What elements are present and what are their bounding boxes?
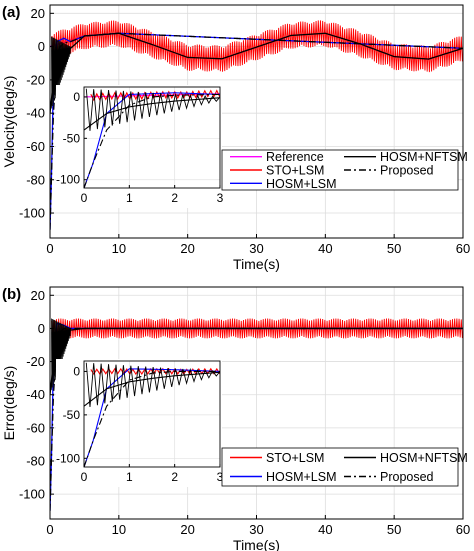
inset-x-tick-label: 3 <box>217 191 224 205</box>
x-tick-label: 40 <box>318 522 332 537</box>
inset-y-tick-label: -100 <box>56 451 80 465</box>
inset-x-tick-label: 2 <box>171 191 178 205</box>
inset-x-tick-label: 3 <box>217 470 224 484</box>
inset-chart: 0 1 2 3 0 -50 -100 <box>56 359 224 487</box>
inset-x-tick-label: 1 <box>126 470 133 484</box>
inset-series-line-proposed <box>84 93 220 188</box>
y-tick-label: -20 <box>26 72 45 87</box>
y-tick-label: -100 <box>19 487 45 502</box>
x-tick-label: 20 <box>180 522 194 537</box>
legend-label: HOSM+LSM <box>266 177 337 191</box>
legend-label: Reference <box>266 150 324 164</box>
y-tick-label: -20 <box>26 354 45 369</box>
y-tick-label: -100 <box>19 206 45 221</box>
inset-x-tick-label: 0 <box>81 191 88 205</box>
inset-axes-box <box>83 360 221 468</box>
panel-label: (a) <box>2 4 20 21</box>
legend-label: Proposed <box>380 470 434 484</box>
legend-box <box>221 447 459 487</box>
x-tick-label: 30 <box>249 241 263 256</box>
chart-panel-b: 0 10 20 30 40 50 60200-20-40-60-80-100Time(s)E… <box>1 286 470 551</box>
inset-series-line-hosm-nftsm-transient <box>85 88 220 131</box>
y-tick-label: 20 <box>31 6 45 21</box>
inset-axes-box <box>83 86 221 189</box>
inset-x-tick-label: 0 <box>81 470 88 484</box>
inset-background <box>56 85 222 208</box>
inset-y-tick-label: -100 <box>56 173 80 187</box>
series-line-hosm-nftsm-transient <box>51 318 71 391</box>
chart-panel-a: 0 10 20 30 40 50 60200-20-40-60-80-100Time(s)V… <box>1 4 470 272</box>
y-tick-label: -60 <box>26 420 45 435</box>
y-tick-label: -40 <box>26 387 45 402</box>
legend-label: Proposed <box>380 164 434 178</box>
inset-series-group <box>84 362 220 467</box>
series-group <box>50 20 463 230</box>
x-tick-label: 50 <box>387 522 401 537</box>
x-tick-label: 0 <box>46 241 53 256</box>
x-tick-label: 40 <box>318 241 332 256</box>
legend-label: HOSM+NFTSM <box>380 451 468 465</box>
inset-x-tick-label: 1 <box>126 191 133 205</box>
x-tick-label: 0 <box>46 522 53 537</box>
inset-y-tick-label: 0 <box>73 364 80 378</box>
legend-label: HOSM+LSM <box>266 470 337 484</box>
inset-y-tick-label: -50 <box>63 131 81 145</box>
inset-background <box>56 359 222 487</box>
y-axis-label: Velocity(deg/s) <box>1 76 17 168</box>
y-tick-label: 0 <box>38 321 45 336</box>
series-line-sto-lsm <box>51 20 463 73</box>
x-tick-label: 10 <box>112 522 126 537</box>
series-line-sto-lsm <box>51 318 463 339</box>
y-tick-label: -80 <box>26 454 45 469</box>
series-line-proposed <box>50 327 463 511</box>
series-group <box>50 318 463 511</box>
legend-label: STO+LSM <box>266 451 324 465</box>
inset-x-tick-label: 2 <box>171 470 178 484</box>
inset-y-tick-label: 0 <box>73 90 80 104</box>
y-tick-label: 20 <box>31 288 45 303</box>
series-line-hosm-nftsm-transient <box>51 36 71 109</box>
inset-series-line-sto-lsm <box>90 367 220 376</box>
series-line-proposed <box>50 32 463 230</box>
x-tick-label: 30 <box>249 522 263 537</box>
legend: STO+LSM HOSM+LSM HOSM+NFTSM Proposed <box>221 447 468 487</box>
x-tick-label: 50 <box>387 241 401 256</box>
y-axis-label: Error(deg/s) <box>1 366 17 441</box>
x-axis-label: Time(s) <box>233 537 280 551</box>
y-tick-label: 0 <box>38 39 45 54</box>
y-tick-label: -60 <box>26 139 45 154</box>
y-tick-label: -80 <box>26 172 45 187</box>
inset-chart: 0 1 2 3 0 -50 -100 <box>56 85 224 208</box>
x-tick-label: 10 <box>112 241 126 256</box>
legend-label: HOSM+NFTSM <box>380 150 468 164</box>
inset-series-line-hosm-nftsm-transient <box>85 362 220 408</box>
inset-series-group <box>84 88 220 188</box>
inset-series-line-sto-lsm <box>90 89 220 102</box>
x-tick-label: 60 <box>456 522 470 537</box>
panel-label: (b) <box>2 286 21 303</box>
x-tick-label: 20 <box>180 241 194 256</box>
x-tick-label: 60 <box>456 241 470 256</box>
y-tick-label: -40 <box>26 106 45 121</box>
legend-label: STO+LSM <box>266 164 324 178</box>
x-axis-label: Time(s) <box>233 256 280 272</box>
inset-y-tick-label: -50 <box>63 408 81 422</box>
